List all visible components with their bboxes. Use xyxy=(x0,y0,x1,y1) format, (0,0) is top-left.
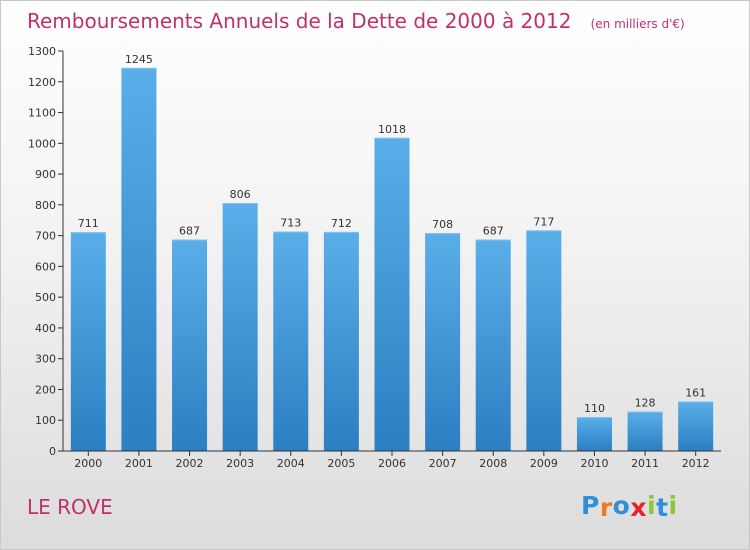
x-tick-label: 2001 xyxy=(125,457,153,470)
y-tick-label: 600 xyxy=(35,260,56,273)
bar-value-label: 717 xyxy=(533,215,554,228)
bar-value-label: 806 xyxy=(230,188,251,201)
y-tick-label: 400 xyxy=(35,322,56,335)
y-tick-label: 900 xyxy=(35,168,56,181)
x-tick-label: 2012 xyxy=(682,457,710,470)
x-tick-label: 2007 xyxy=(429,457,457,470)
bar-2009 xyxy=(526,230,562,451)
bar-2001 xyxy=(121,67,157,451)
y-tick-label: 800 xyxy=(35,199,56,212)
bar-value-label: 711 xyxy=(78,217,99,230)
logo-letter: x xyxy=(630,493,647,522)
logo-letter: t xyxy=(656,493,669,522)
x-tick-label: 2005 xyxy=(327,457,355,470)
y-tick-label: 1000 xyxy=(28,137,56,150)
x-tick-label: 2011 xyxy=(631,457,659,470)
bar-value-label: 1245 xyxy=(125,53,153,66)
bar-value-label: 708 xyxy=(432,218,453,231)
bar-2004 xyxy=(273,231,309,451)
bar-2011 xyxy=(627,411,663,451)
y-tick-label: 1100 xyxy=(28,107,56,120)
y-tick-label: 200 xyxy=(35,383,56,396)
bar-value-label: 713 xyxy=(280,217,301,230)
proxiti-logo: Proxiti xyxy=(581,491,678,522)
bar-2012 xyxy=(678,401,714,451)
chart-unit: (en milliers d'€) xyxy=(590,17,685,31)
y-tick-label: 100 xyxy=(35,414,56,427)
bars: 711 1245 687 806 713 712 1018 708 687 717 110 128 16… xyxy=(70,53,714,451)
y-tick-label: 700 xyxy=(35,230,56,243)
y-tick-label: 300 xyxy=(35,353,56,366)
x-tick-label: 2009 xyxy=(530,457,558,470)
logo-letter: P xyxy=(581,491,600,520)
bar-2007 xyxy=(425,233,461,451)
x-tick-label: 2006 xyxy=(378,457,406,470)
bar-value-label: 687 xyxy=(483,225,504,238)
y-tick-label: 0 xyxy=(49,445,56,458)
y-tick-label: 1200 xyxy=(28,76,56,89)
bar-value-label: 161 xyxy=(685,386,706,399)
bar-2000 xyxy=(70,232,106,451)
x-tick-label: 2004 xyxy=(277,457,305,470)
y-tick-label: 500 xyxy=(35,291,56,304)
bar-value-label: 1018 xyxy=(378,123,406,136)
x-tick-label: 2010 xyxy=(580,457,608,470)
y-tick-label: 1300 xyxy=(28,45,56,58)
x-tick-label: 2002 xyxy=(176,457,204,470)
bar-2008 xyxy=(475,239,511,451)
bar-value-label: 712 xyxy=(331,217,352,230)
logo-letter: i xyxy=(647,491,657,520)
y-axis: 0 100 200 300 400 500 600 700 800 900 1000 1100 1200… xyxy=(28,45,64,458)
x-tick-label: 2003 xyxy=(226,457,254,470)
logo-letter: r xyxy=(599,493,613,522)
bar-value-label: 128 xyxy=(635,397,656,410)
bar-2006 xyxy=(374,137,410,451)
bar-value-label: 687 xyxy=(179,225,200,238)
bar-2002 xyxy=(172,239,208,451)
chart-title: Remboursements Annuels de la Dette de 20… xyxy=(27,9,572,33)
x-tick-label: 2008 xyxy=(479,457,507,470)
logo-letter: o xyxy=(612,491,631,520)
title-row: Remboursements Annuels de la Dette de 20… xyxy=(27,9,685,33)
x-axis: 2000 2001 2002 2003 2004 2005 2006 2007 2008 2009… xyxy=(63,450,721,470)
bar-2005 xyxy=(323,231,359,451)
bar-2010 xyxy=(576,417,612,451)
commune-name: LE ROVE xyxy=(27,495,113,519)
bar-value-label: 110 xyxy=(584,402,605,415)
bar-2003 xyxy=(222,203,258,451)
logo-letter: i xyxy=(668,491,678,520)
x-tick-label: 2000 xyxy=(74,457,102,470)
